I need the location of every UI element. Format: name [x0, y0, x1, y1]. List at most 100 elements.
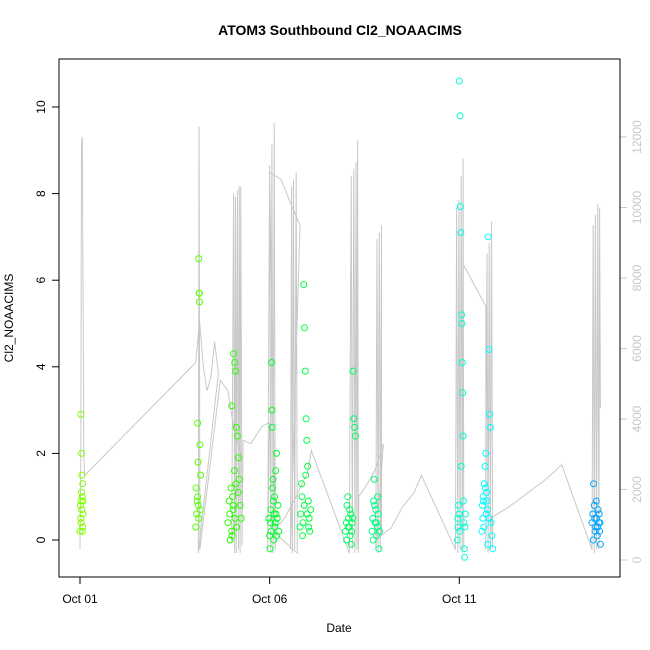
data-point: [373, 523, 381, 531]
data-point: [480, 480, 488, 488]
data-point: [484, 540, 492, 548]
data-point: [348, 519, 356, 527]
data-point: [236, 501, 244, 509]
data-point: [78, 506, 86, 514]
data-point: [480, 497, 488, 505]
data-point: [233, 432, 241, 440]
data-point: [375, 545, 383, 553]
data-point: [485, 346, 493, 353]
data-point: [296, 523, 304, 531]
data-point: [273, 514, 281, 522]
data-point: [303, 510, 311, 518]
data-point: [458, 320, 466, 327]
data-point: [589, 536, 597, 544]
data-point: [348, 527, 356, 535]
y2-tick-label: 12000: [630, 120, 644, 154]
data-point: [458, 359, 466, 366]
data-point: [232, 367, 239, 375]
data-point: [302, 415, 310, 423]
secondary-series-line: [79, 122, 601, 555]
data-point: [231, 514, 239, 522]
data-point: [232, 423, 240, 431]
x-tick-label: Oct 01: [62, 592, 98, 606]
data-point: [193, 497, 201, 505]
data-point: [228, 527, 236, 535]
data-point: [232, 480, 240, 488]
data-point: [266, 545, 274, 553]
data-point: [346, 506, 354, 514]
data-point: [596, 540, 604, 548]
data-point: [195, 514, 203, 522]
data-point: [347, 540, 355, 548]
data-point: [229, 493, 236, 501]
data-point: [77, 410, 85, 418]
data-point: [349, 367, 357, 375]
data-point: [193, 510, 201, 518]
data-point: [347, 510, 355, 518]
x-axis-label: Date: [326, 621, 352, 635]
data-point: [301, 367, 309, 375]
primary-series-layer: [76, 77, 604, 561]
data-point: [457, 462, 465, 470]
data-point: [229, 506, 237, 514]
data-point: [372, 519, 380, 527]
data-point: [195, 255, 203, 263]
data-point: [194, 419, 202, 427]
y2-tick-label: 2000: [630, 476, 644, 503]
data-point: [272, 467, 280, 475]
data-point: [483, 488, 491, 496]
data-point: [275, 527, 283, 535]
data-point: [461, 553, 469, 561]
data-point: [351, 423, 359, 431]
data-point: [268, 359, 275, 366]
data-point: [235, 475, 243, 483]
data-point: [453, 536, 461, 544]
data-point: [271, 519, 279, 527]
data-point: [487, 519, 495, 527]
data-point: [266, 532, 274, 540]
data-point: [590, 501, 598, 509]
data-point: [77, 519, 85, 527]
data-point: [344, 523, 352, 531]
data-point: [271, 493, 279, 501]
plot-frame: [58, 58, 621, 578]
data-point: [304, 462, 312, 470]
secondary-series-layer: [79, 122, 601, 555]
data-point: [592, 497, 600, 505]
data-point: [298, 480, 305, 488]
data-point: [228, 532, 236, 540]
data-point: [299, 519, 307, 527]
data-point: [374, 493, 382, 501]
data-point: [455, 501, 462, 509]
data-point: [234, 488, 242, 496]
data-point: [268, 406, 276, 414]
data-point: [460, 545, 468, 553]
data-point: [78, 527, 86, 535]
data-point: [456, 203, 464, 211]
data-point: [370, 475, 378, 483]
data-point: [486, 410, 494, 418]
y-tick-label: 8: [34, 190, 48, 197]
axes-layer: Oct 01 Oct 06 Oct 11 0 2 4 6 8 10 0 2000 4000 6000 80…: [34, 100, 644, 606]
data-point: [268, 423, 276, 431]
x-tick-label: Oct 11: [442, 592, 477, 606]
data-point: [488, 532, 496, 540]
y2-tick-label: 4000: [630, 405, 644, 432]
chart-title: ATOM3 Southbound Cl2_NOAACIMS: [218, 22, 462, 38]
data-point: [78, 493, 86, 501]
data-point: [299, 532, 307, 540]
y-tick-label: 6: [34, 277, 48, 284]
data-point: [591, 514, 599, 522]
data-point: [196, 441, 204, 449]
data-point: [454, 514, 462, 522]
data-point: [460, 519, 468, 527]
data-point: [368, 527, 376, 535]
data-point: [192, 523, 200, 531]
data-point: [77, 497, 85, 505]
data-point: [227, 484, 235, 492]
data-point: [194, 501, 202, 509]
data-point: [344, 493, 352, 501]
data-point: [272, 510, 280, 518]
y-axis-label: Cl2_NOAACIMS: [2, 274, 16, 363]
